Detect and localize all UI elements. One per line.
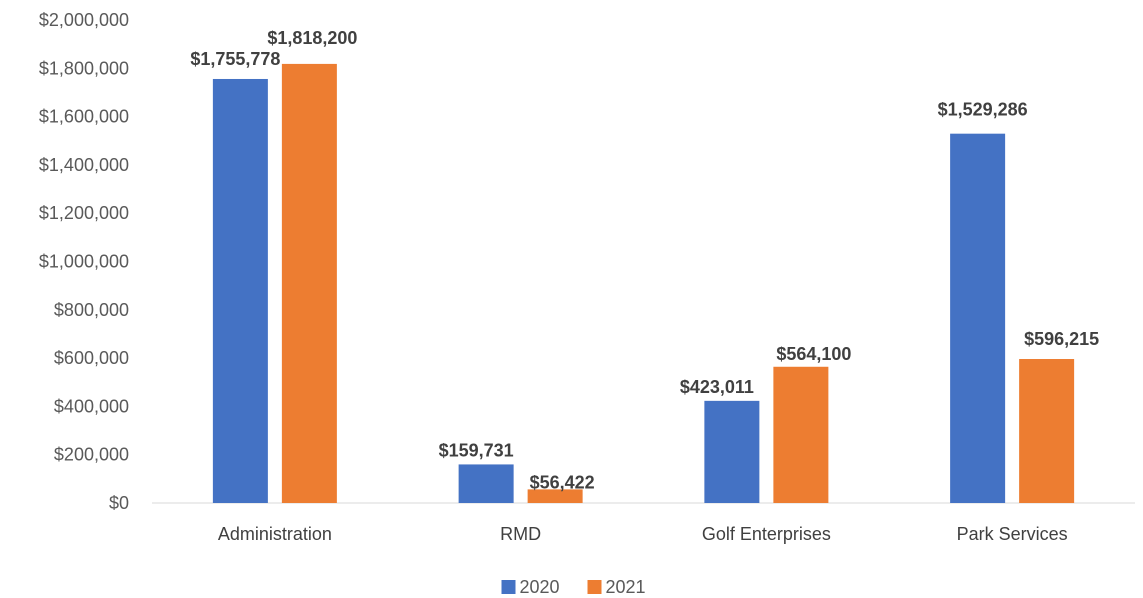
- legend-label-2020: 2020: [520, 577, 560, 597]
- data-labels: $1,755,778$1,818,200 $159,731 $56,422 $423,…: [190, 28, 1099, 492]
- data-label: $564,100: [776, 344, 851, 364]
- bar-2021-administration: [281, 63, 337, 504]
- data-label: $56,422: [530, 472, 595, 492]
- data-label: $423,011: [680, 377, 754, 397]
- x-axis: Administration RMD Golf Enterprises Park Se…: [218, 524, 1068, 544]
- bars: [212, 63, 1075, 504]
- legend-label-2021: 2021: [606, 577, 646, 597]
- x-tick-label: Golf Enterprises: [702, 524, 831, 544]
- y-tick-label: $800,000: [54, 300, 129, 320]
- x-tick-label: RMD: [500, 524, 541, 544]
- data-label: $159,731: [439, 440, 514, 460]
- bar-2020-golf-enterprises: [704, 400, 760, 503]
- x-tick-label: Park Services: [957, 524, 1068, 544]
- bar-2020-administration: [212, 78, 268, 503]
- y-tick-label: $400,000: [54, 396, 129, 416]
- data-label: $1,755,778: [190, 49, 280, 69]
- bar-2021-rmd: [527, 489, 583, 503]
- data-label: $1,818,200: [267, 28, 357, 48]
- y-axis: $0 $200,000 $400,000 $600,000 $800,000 $1,000…: [39, 10, 129, 513]
- legend: 2020 2021: [501, 577, 646, 597]
- y-tick-label: $1,600,000: [39, 107, 129, 127]
- bar-2021-golf-enterprises: [773, 366, 829, 503]
- x-tick-label: Administration: [218, 524, 332, 544]
- data-label: $596,215: [1024, 329, 1099, 349]
- y-tick-label: $1,000,000: [39, 252, 129, 272]
- y-tick-label: $600,000: [54, 348, 129, 368]
- bar-2020-park-services: [950, 133, 1006, 503]
- y-tick-label: $200,000: [54, 445, 129, 465]
- y-tick-label: $1,800,000: [39, 58, 129, 78]
- y-tick-label: $1,200,000: [39, 203, 129, 223]
- y-tick-label: $2,000,000: [39, 10, 129, 30]
- bar-2021-park-services: [1019, 359, 1075, 503]
- y-tick-label: $1,400,000: [39, 155, 129, 175]
- bar-2020-rmd: [458, 464, 514, 503]
- legend-swatch-2020: [501, 580, 516, 594]
- y-tick-label: $0: [109, 493, 129, 513]
- legend-swatch-2021: [587, 580, 602, 594]
- data-label: $1,529,286: [938, 100, 1028, 120]
